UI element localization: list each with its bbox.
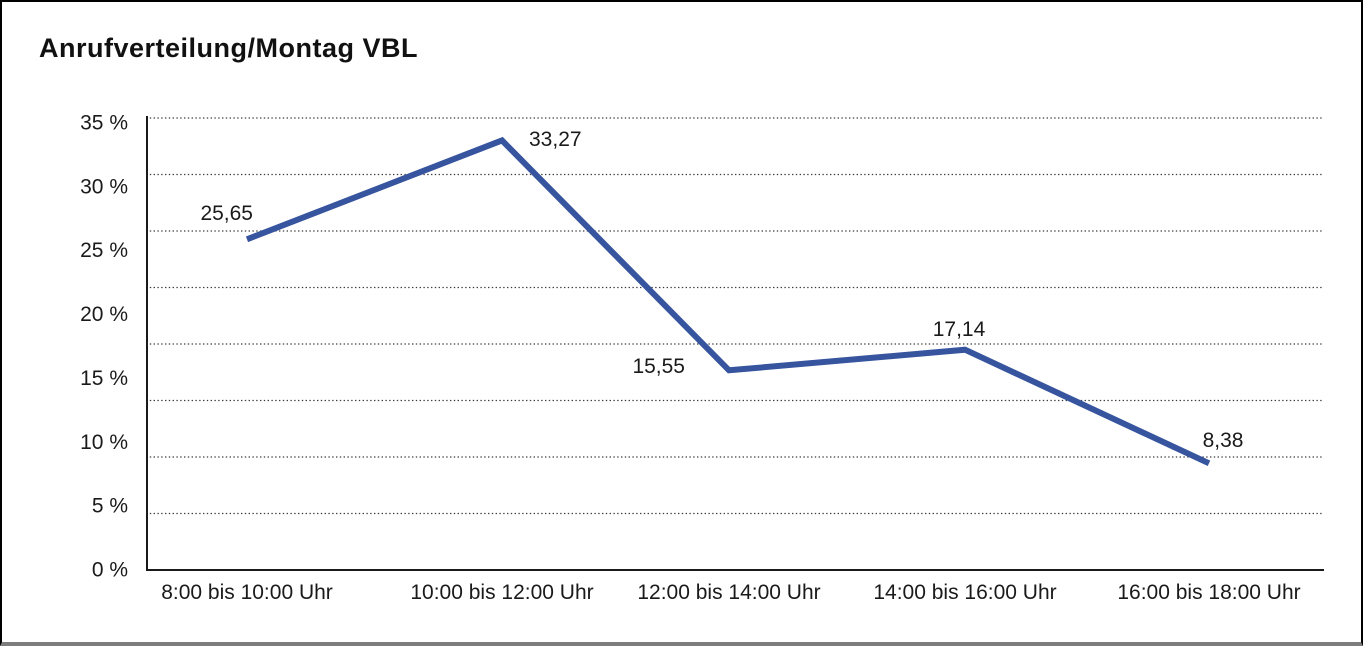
y-tick-label: 10 % (80, 431, 128, 454)
x-tick-label: 16:00 bis 18:00 Uhr (1117, 581, 1300, 604)
data-value-label: 17,14 (933, 318, 986, 341)
y-tick-label: 15 % (80, 367, 128, 390)
data-value-label: 8,38 (1203, 429, 1244, 452)
y-tick-label: 5 % (92, 495, 128, 518)
data-value-label: 15,55 (632, 355, 685, 378)
y-tick-label: 20 % (80, 303, 128, 326)
data-line (245, 136, 1211, 467)
y-tick-label: 30 % (80, 175, 128, 198)
y-tick-label: 35 % (80, 112, 128, 135)
x-tick-label: 10:00 bis 12:00 Uhr (410, 581, 593, 604)
y-tick-label: 0 % (92, 559, 128, 582)
chart-title: Anrufverteilung/Montag VBL (39, 33, 418, 63)
data-value-label: 25,65 (200, 202, 253, 225)
x-tick-label: 14:00 bis 16:00 Uhr (873, 581, 1056, 604)
data-value-label: 33,27 (529, 128, 582, 151)
x-tick-label: 12:00 bis 14:00 Uhr (637, 581, 820, 604)
y-tick-label: 25 % (80, 239, 128, 262)
x-tick-label: 8:00 bis 10:00 Uhr (161, 581, 333, 604)
